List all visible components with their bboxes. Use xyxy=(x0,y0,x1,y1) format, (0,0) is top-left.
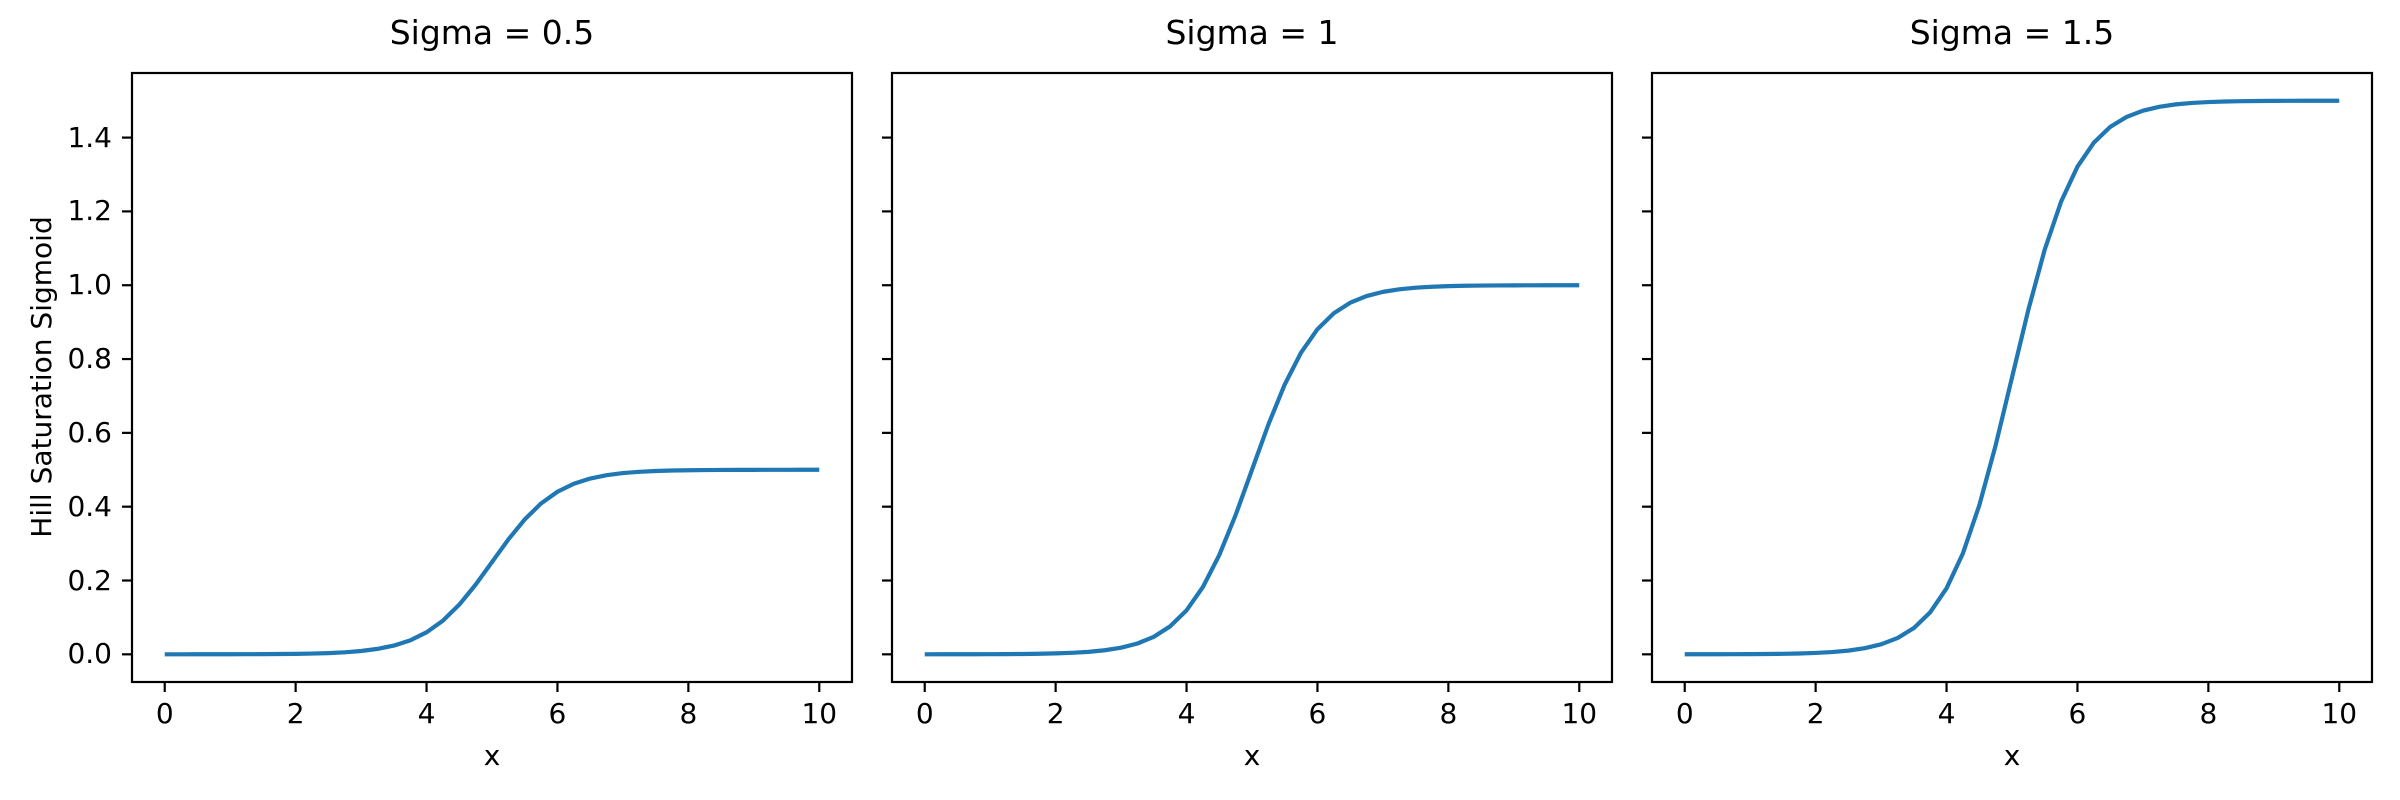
y-tick-label: 1.2 xyxy=(67,194,112,228)
x-tick-label: 8 xyxy=(679,697,698,730)
axes-spines xyxy=(130,71,854,684)
x-tick-label: 8 xyxy=(1439,697,1458,730)
subplot-title: Sigma = 1 xyxy=(1165,13,1339,52)
y-tick-label: 0.2 xyxy=(67,563,112,597)
x-tick-label: 6 xyxy=(548,697,567,730)
x-tick-label: 10 xyxy=(1561,697,1598,730)
subplot-sigma-1-5: Sigma = 1.5 x 0 2 4 6 8 10 xyxy=(1642,13,2374,772)
plot-canvas xyxy=(882,71,1614,692)
subplot-sigma-1: Sigma = 1 x 0 2 4 6 8 10 xyxy=(882,13,1614,772)
x-tick-label: 6 xyxy=(1308,697,1327,730)
y-tick-label: 0.4 xyxy=(67,489,112,523)
subplot-title: Sigma = 1.5 xyxy=(1909,13,2115,52)
curve-sigma-1 xyxy=(924,283,1580,657)
x-tick-label: 0 xyxy=(1675,697,1694,730)
x-tick-label: 2 xyxy=(1806,697,1825,730)
x-axis-label: x xyxy=(483,739,501,772)
x-tick-label: 6 xyxy=(2068,697,2087,730)
y-tick-label: 0.0 xyxy=(67,637,112,671)
axes-spines xyxy=(1650,71,2374,684)
x-axis-label: x xyxy=(1243,739,1261,772)
curve-sigma-0.5 xyxy=(164,467,820,657)
x-axis-label: x xyxy=(2003,739,2021,772)
axes-spines xyxy=(890,71,1614,684)
x-tick-label: 10 xyxy=(801,697,838,730)
subplot-title: Sigma = 0.5 xyxy=(389,13,595,52)
plot-canvas xyxy=(122,71,854,692)
y-tick-label: 0.8 xyxy=(67,342,112,376)
plot-canvas xyxy=(1642,71,2374,692)
curve-sigma-1.5 xyxy=(1684,98,2340,657)
y-tick-label: 1.0 xyxy=(67,268,112,302)
x-tick-label: 0 xyxy=(915,697,934,730)
x-tick-label: 0 xyxy=(155,697,174,730)
x-tick-label: 4 xyxy=(417,697,436,730)
x-tick-label: 10 xyxy=(2321,697,2358,730)
x-tick-label: 2 xyxy=(1046,697,1065,730)
y-tick-label: 1.4 xyxy=(67,120,112,154)
x-tick-label: 4 xyxy=(1177,697,1196,730)
x-tick-label: 4 xyxy=(1937,697,1956,730)
x-tick-label: 8 xyxy=(2199,697,2218,730)
x-tick-label: 2 xyxy=(286,697,305,730)
y-tick-label: 0.6 xyxy=(67,415,112,449)
